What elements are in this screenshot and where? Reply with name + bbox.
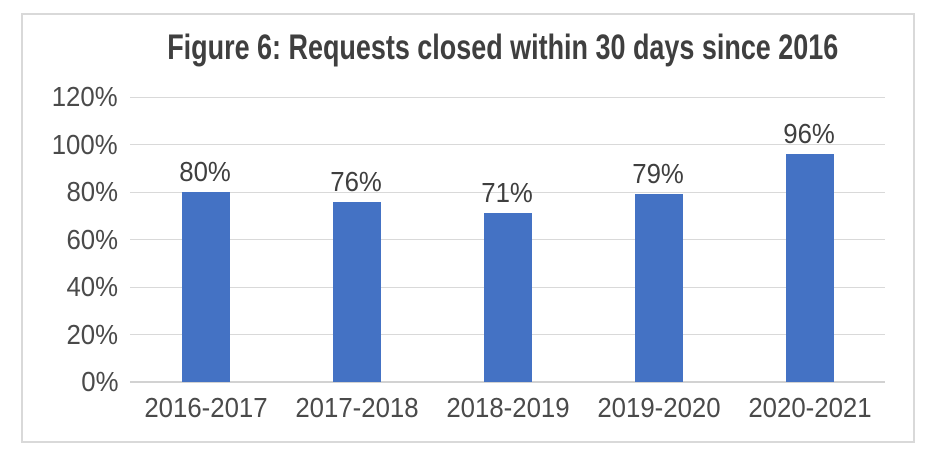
x-axis-category-label: 2018-2019 bbox=[428, 394, 588, 422]
x-axis-line bbox=[130, 381, 885, 383]
bar-2020-2021 bbox=[785, 154, 834, 382]
x-axis-category-label: 2019-2020 bbox=[579, 394, 739, 422]
y-axis-tick-text: 20% bbox=[66, 318, 118, 350]
bar-value-text: 71% bbox=[481, 177, 534, 209]
y-axis-tick-text: 100% bbox=[52, 128, 118, 160]
chart-title-text: Figure 6: Requests closed within 30 days… bbox=[167, 28, 839, 67]
bar-value-label: 79% bbox=[589, 160, 729, 188]
x-axis-category-label: 2020-2021 bbox=[730, 394, 890, 422]
y-axis-tick-text: 60% bbox=[66, 223, 118, 255]
x-axis-category-text: 2018-2019 bbox=[445, 392, 570, 423]
bar-2018-2019 bbox=[483, 213, 532, 382]
gridline bbox=[130, 191, 885, 193]
bar-2019-2020 bbox=[634, 194, 683, 382]
bar-value-label: 71% bbox=[438, 179, 578, 207]
bar-value-label: 96% bbox=[740, 120, 880, 148]
bar-value-text: 79% bbox=[632, 158, 685, 190]
bar-value-label: 76% bbox=[287, 165, 427, 197]
y-axis-tick-text: 0% bbox=[80, 366, 118, 397]
x-axis-category-text: 2020-2021 bbox=[747, 392, 872, 423]
x-axis-category-text: 2019-2020 bbox=[596, 392, 721, 423]
y-axis-tick-label: 100% bbox=[23, 128, 118, 160]
x-axis-category-text: 2017-2018 bbox=[294, 392, 419, 423]
y-axis-labels: 0% 20% 40% 60% 80% 100% 120% bbox=[23, 83, 118, 396]
plot-area: 80% 76% 71% 79% 96% bbox=[130, 96, 885, 383]
x-axis-category-label: 2016-2017 bbox=[126, 394, 286, 422]
chart-frame: Figure 6: Requests closed within 30 days… bbox=[21, 13, 915, 443]
bar-value-text: 76% bbox=[330, 165, 383, 197]
chart-title: Figure 6: Requests closed within 30 days… bbox=[23, 28, 913, 68]
bar-value-label: 80% bbox=[136, 158, 276, 186]
bar-2016-2017 bbox=[181, 192, 230, 382]
bar-value-text: 80% bbox=[179, 156, 232, 187]
y-axis-tick-label: 0% bbox=[23, 368, 118, 396]
y-axis-tick-label: 60% bbox=[23, 223, 118, 255]
bar-value-text: 96% bbox=[783, 118, 836, 149]
y-axis-tick-label: 80% bbox=[23, 178, 118, 206]
x-axis-labels: 2016-2017 2017-2018 2018-2019 2019-2020 2020… bbox=[130, 394, 885, 426]
gridline bbox=[130, 144, 885, 145]
x-axis-category-text: 2016-2017 bbox=[143, 392, 268, 423]
y-axis-tick-text: 80% bbox=[66, 176, 118, 207]
bar-2017-2018 bbox=[332, 201, 381, 382]
y-axis-tick-label: 20% bbox=[23, 318, 118, 350]
y-axis-tick-label: 40% bbox=[23, 273, 118, 301]
y-axis-tick-label: 120% bbox=[23, 83, 118, 111]
y-axis-tick-text: 120% bbox=[52, 81, 118, 112]
gridline bbox=[130, 96, 885, 98]
y-axis-tick-text: 40% bbox=[66, 271, 118, 302]
x-axis-category-label: 2017-2018 bbox=[277, 394, 437, 422]
